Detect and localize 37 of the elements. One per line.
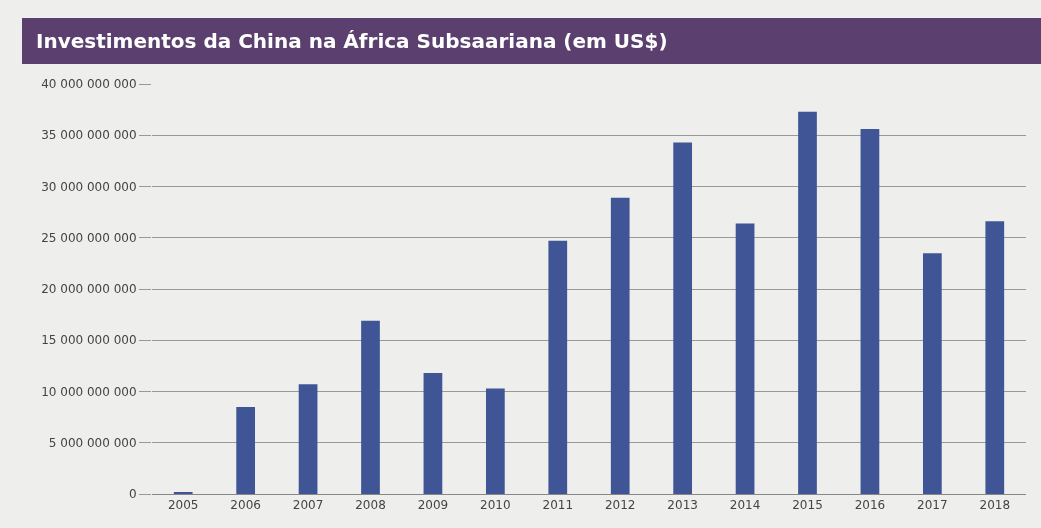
- bar: [548, 240, 568, 494]
- x-tick-label: 2017: [917, 498, 948, 513]
- y-tick-label: 30 000 000 000: [41, 179, 137, 194]
- bar: [798, 111, 817, 494]
- bar: [423, 373, 443, 494]
- bar: [485, 388, 505, 494]
- bar: [922, 253, 942, 494]
- y-tick-label: 15 000 000 000: [41, 333, 137, 348]
- bar: [298, 384, 318, 494]
- bar: [860, 129, 880, 494]
- x-tick-label: 2012: [604, 498, 636, 513]
- y-tick-label: 20 000 000 000: [41, 282, 137, 297]
- x-tick-label: 2011: [542, 498, 574, 513]
- x-tick-label: 2005: [167, 498, 199, 513]
- x-tick-label: 2015: [792, 498, 823, 513]
- bar: [673, 142, 693, 494]
- y-tick-label: 40 000 000 000: [41, 77, 137, 92]
- y-tick-label: 35 000 000 000: [41, 128, 137, 143]
- chart-title: Investimentos da China na África Subsaariana (em US$): [22, 18, 1041, 64]
- bar: [735, 223, 755, 494]
- bar: [985, 221, 1005, 494]
- bar: [610, 197, 630, 494]
- x-tick-label: 2006: [230, 498, 261, 513]
- x-tick-label: 2008: [355, 498, 386, 513]
- x-tick-label: 2014: [729, 498, 761, 513]
- x-tick-label: 2009: [417, 498, 449, 513]
- x-tick-label: 2007: [292, 498, 324, 513]
- y-tick-label: 5 000 000 000: [48, 435, 137, 450]
- x-tick-label: 2018: [979, 498, 1011, 513]
- y-tick-label: 10 000 000 000: [41, 384, 137, 399]
- bar: [361, 320, 380, 494]
- x-tick-label: 2013: [667, 498, 698, 513]
- x-tick-label: 2010: [480, 498, 511, 513]
- y-tick-label: 25 000 000 000: [41, 230, 137, 245]
- y-tick-label: 0: [128, 487, 137, 502]
- bar: [236, 406, 256, 494]
- x-tick-label: 2016: [854, 498, 886, 513]
